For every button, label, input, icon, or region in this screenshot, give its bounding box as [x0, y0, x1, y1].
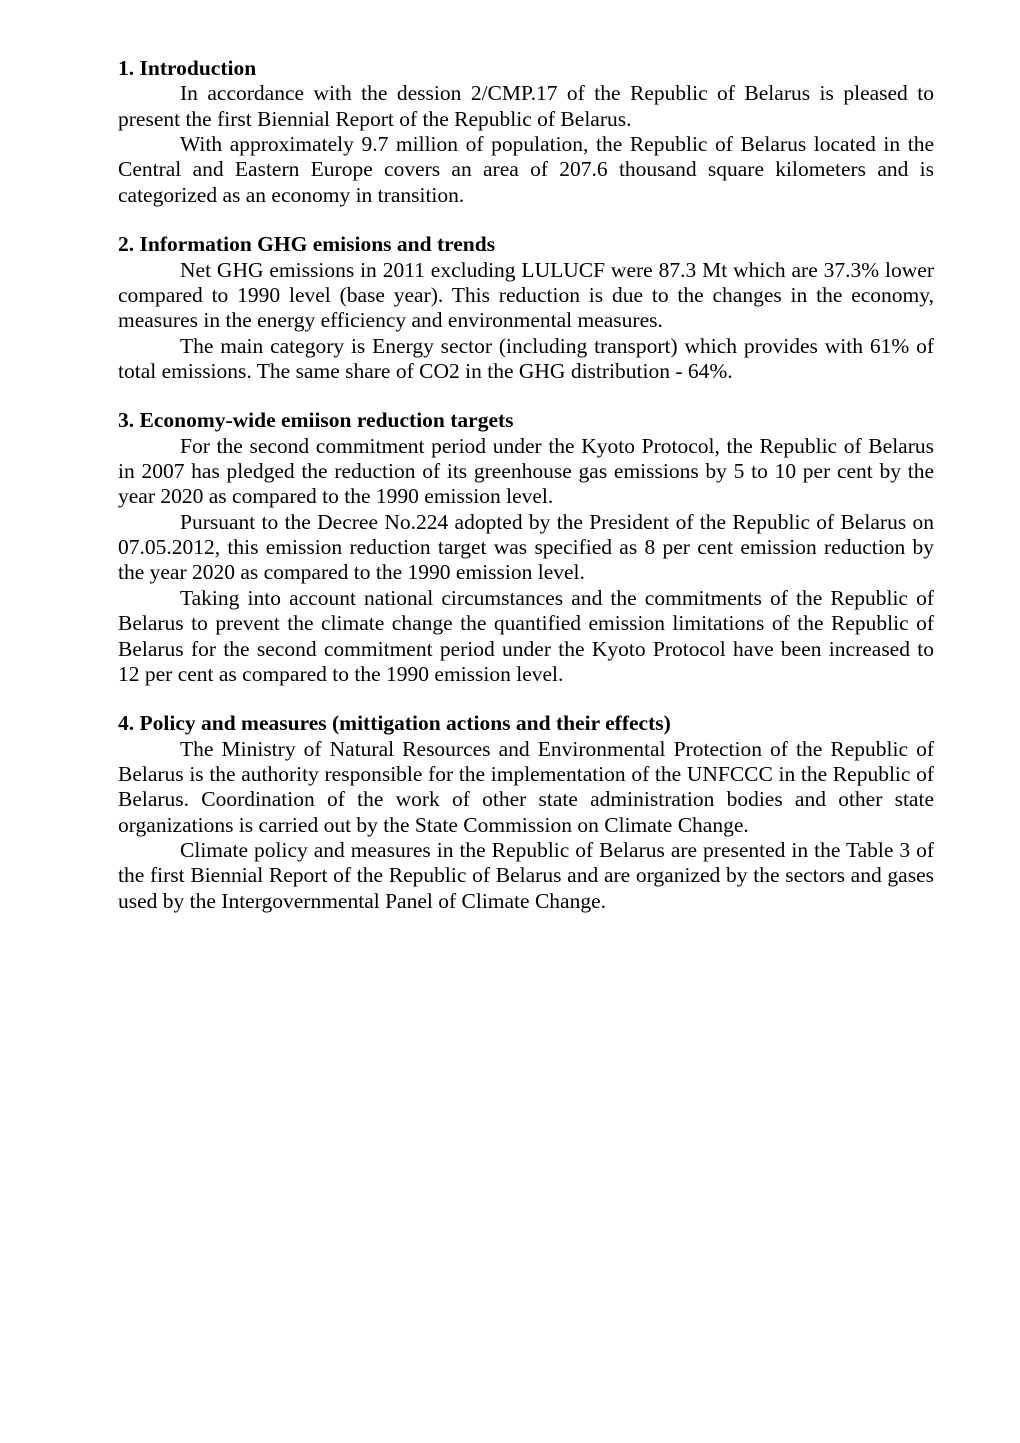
- body-paragraph: Taking into account national circumstanc…: [118, 586, 934, 687]
- section-spacer: [118, 384, 934, 408]
- section-spacer: [118, 208, 934, 232]
- body-paragraph: In accordance with the dession 2/CMP.17 …: [118, 81, 934, 132]
- body-paragraph: Climate policy and measures in the Repub…: [118, 838, 934, 914]
- body-paragraph: Net GHG emissions in 2011 excluding LULU…: [118, 258, 934, 334]
- body-paragraph: Pursuant to the Decree No.224 adopted by…: [118, 510, 934, 586]
- section-heading: 3. Economy-wide emiison reduction target…: [118, 408, 934, 433]
- section-heading: 4. Policy and measures (mittigation acti…: [118, 711, 934, 736]
- section-spacer: [118, 687, 934, 711]
- body-paragraph: The main category is Energy sector (incl…: [118, 334, 934, 385]
- body-paragraph: The Ministry of Natural Resources and En…: [118, 737, 934, 838]
- section-heading: 1. Introduction: [118, 56, 934, 81]
- body-paragraph: For the second commitment period under t…: [118, 434, 934, 510]
- section-heading: 2. Information GHG emisions and trends: [118, 232, 934, 257]
- body-paragraph: With approximately 9.7 million of popula…: [118, 132, 934, 208]
